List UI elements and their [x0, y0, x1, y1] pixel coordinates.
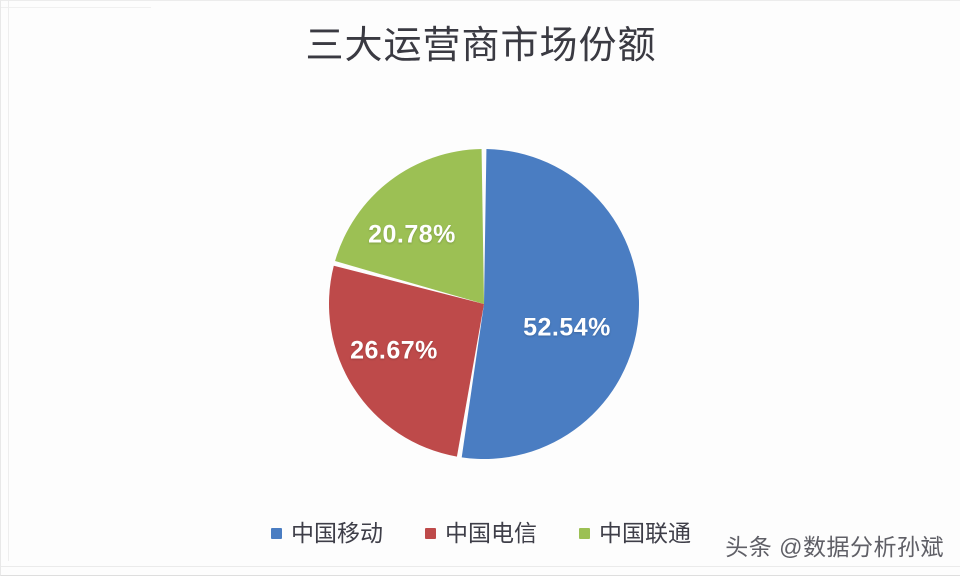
- canvas-left-rule: [8, 1, 9, 561]
- legend-item-telecom[interactable]: 中国电信: [425, 520, 537, 547]
- pie-svg: [328, 149, 640, 460]
- pie-slice[interactable]: [328, 265, 484, 457]
- chart-title: 三大运营商市场份额: [305, 25, 657, 67]
- canvas-top-rule: [1, 7, 151, 8]
- slice-label-mobile: 52.54%: [523, 313, 611, 342]
- chart-legend: 中国移动 中国电信 中国联通: [1, 520, 960, 547]
- slice-label-telecom: 26.67%: [350, 336, 438, 365]
- legend-label-telecom: 中国电信: [445, 520, 537, 546]
- legend-swatch-icon-unicom: [579, 528, 590, 539]
- legend-swatch-icon-telecom: [425, 528, 436, 539]
- pie-slice[interactable]: [461, 149, 640, 460]
- legend-item-mobile[interactable]: 中国移动: [271, 520, 383, 547]
- canvas-bottom-rule: [1, 566, 960, 567]
- pie-slice[interactable]: [335, 149, 484, 304]
- legend-item-unicom[interactable]: 中国联通: [579, 520, 691, 547]
- legend-label-unicom: 中国联通: [599, 520, 691, 546]
- pie-chart: 52.54% 26.67% 20.78%: [328, 148, 640, 460]
- slice-label-unicom: 20.78%: [368, 220, 456, 249]
- watermark: 头条 @数据分析孙斌: [725, 534, 944, 560]
- legend-swatch-icon-mobile: [271, 528, 282, 539]
- legend-label-mobile: 中国移动: [291, 520, 383, 546]
